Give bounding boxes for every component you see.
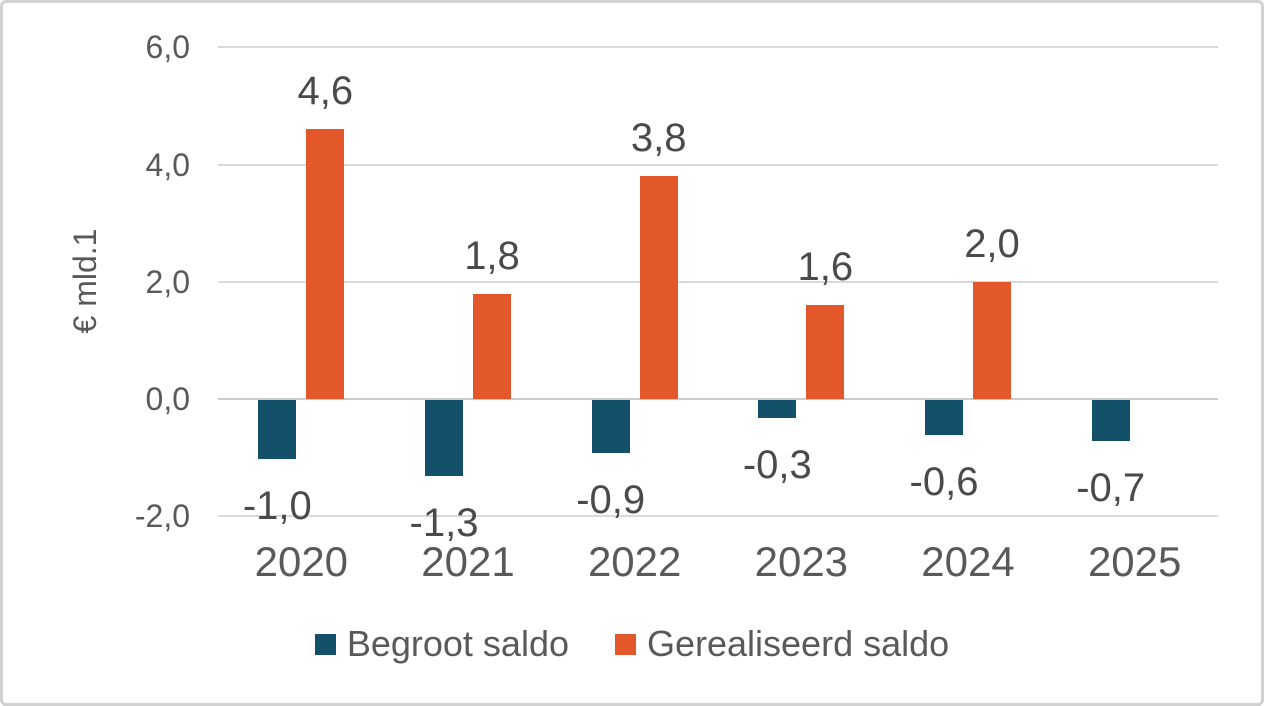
data-label: 3,8 (630, 116, 687, 161)
y-axis-tick-label: -2,0 (134, 498, 190, 535)
data-label: -1,3 (409, 501, 479, 546)
data-label: -1,0 (242, 483, 312, 528)
y-axis-tick-label: 6,0 (145, 29, 190, 66)
data-label: -0,6 (909, 460, 979, 505)
gridline (218, 46, 1218, 49)
bar-gerealiseerd-saldo-2021 (473, 293, 511, 399)
bar-gerealiseerd-saldo-2022 (639, 176, 678, 399)
legend-item-gerealiseerd-saldo: Gerealiseerd saldo (614, 621, 950, 667)
bar-gerealiseerd-saldo-2020 (306, 129, 345, 399)
data-label: 1,6 (797, 245, 854, 290)
plot-area: 6,0 4,0 2,0 0,0 -2,0 -1,0 -1,3 -0,9 -0,3 -0,6 -0,7… (3, 3, 1261, 703)
zero-gridline (218, 398, 1218, 400)
data-label: 1,8 (464, 233, 520, 278)
x-axis-category-label: 2021 (421, 538, 515, 585)
y-axis-tick-label: 2,0 (145, 263, 190, 300)
legend-label: Gerealiseerd saldo (646, 623, 950, 664)
data-label: 4,6 (297, 69, 354, 114)
data-label: -0,7 (1076, 466, 1146, 511)
legend-item-begroot-saldo: Begroot saldo (314, 621, 569, 667)
bar-begroot-saldo-2025 (1091, 400, 1130, 442)
bar-begroot-saldo-2022 (591, 400, 630, 453)
x-axis-category-label: 2020 (254, 538, 349, 585)
gridline (218, 163, 1218, 166)
gridline (218, 515, 1218, 518)
bar-begroot-saldo-2021 (425, 400, 463, 477)
bar-begroot-saldo-2023 (758, 400, 797, 418)
chart-legend: Begroot saldo Gerealiseerd saldo (3, 621, 1261, 667)
legend-swatch-icon (614, 633, 636, 655)
x-axis-category-label: 2023 (754, 538, 849, 585)
y-axis-tick-label: 4,0 (145, 146, 190, 183)
legend-swatch-icon (314, 633, 336, 655)
legend-label: Begroot saldo (346, 623, 569, 664)
data-label: 2,0 (964, 221, 1020, 266)
gridline (218, 280, 1218, 283)
bar-gerealiseerd-saldo-2024 (973, 281, 1011, 399)
data-label: -0,9 (576, 477, 646, 522)
x-axis-category-label: 2024 (921, 538, 1015, 585)
bar-begroot-saldo-2020 (258, 400, 297, 459)
x-axis-category-label: 2022 (587, 538, 682, 585)
bar-gerealiseerd-saldo-2023 (806, 305, 845, 399)
bar-begroot-saldo-2024 (925, 400, 963, 436)
data-label: -0,3 (742, 442, 812, 487)
y-axis-tick-label: 0,0 (145, 381, 190, 417)
x-axis-category-label: 2025 (1087, 538, 1182, 585)
